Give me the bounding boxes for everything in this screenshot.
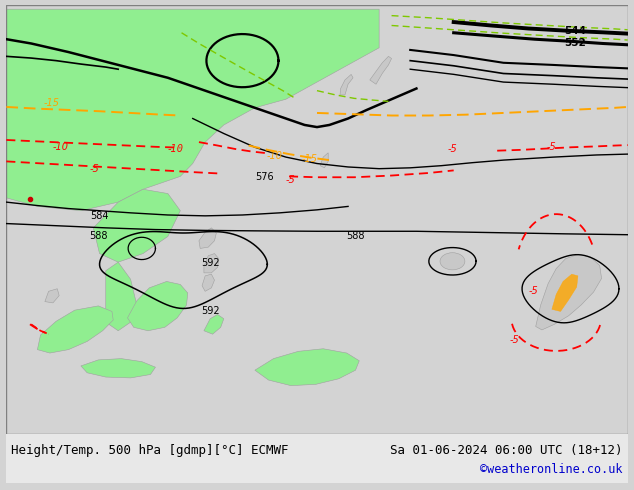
Text: 544: 544 <box>564 25 586 36</box>
Text: -5: -5 <box>547 142 557 152</box>
Polygon shape <box>552 274 578 312</box>
Bar <box>6 434 628 483</box>
Text: ©weatheronline.co.uk: ©weatheronline.co.uk <box>480 463 623 476</box>
Text: Sa 01-06-2024 06:00 UTC (18+12): Sa 01-06-2024 06:00 UTC (18+12) <box>390 444 623 457</box>
Polygon shape <box>6 9 379 211</box>
Polygon shape <box>370 56 392 84</box>
Text: 576: 576 <box>255 172 273 182</box>
Text: -10: -10 <box>267 151 283 161</box>
Polygon shape <box>204 254 219 273</box>
Text: -5: -5 <box>89 164 100 173</box>
Polygon shape <box>204 315 224 334</box>
Text: 588: 588 <box>346 231 365 241</box>
Polygon shape <box>106 262 137 331</box>
Circle shape <box>440 253 465 270</box>
Polygon shape <box>536 254 602 330</box>
Text: -15: -15 <box>302 154 318 164</box>
Text: -10: -10 <box>167 144 183 153</box>
Polygon shape <box>93 189 180 262</box>
Polygon shape <box>81 359 155 378</box>
Text: Height/Temp. 500 hPa [gdmp][°C] ECMWF: Height/Temp. 500 hPa [gdmp][°C] ECMWF <box>11 444 289 457</box>
Text: 588: 588 <box>89 231 108 242</box>
Text: 552: 552 <box>564 38 586 48</box>
Polygon shape <box>127 281 188 331</box>
Text: -5: -5 <box>510 335 519 345</box>
Polygon shape <box>37 306 113 353</box>
Text: -15: -15 <box>43 98 59 108</box>
Text: -5: -5 <box>286 175 296 185</box>
Polygon shape <box>202 274 214 291</box>
Polygon shape <box>199 228 216 248</box>
Polygon shape <box>340 74 353 95</box>
Text: 592: 592 <box>201 306 219 317</box>
Polygon shape <box>255 349 359 386</box>
Text: 584: 584 <box>90 211 109 221</box>
Text: -5: -5 <box>528 286 538 296</box>
Polygon shape <box>45 289 59 303</box>
Text: -10: -10 <box>53 142 69 152</box>
Text: -5: -5 <box>448 144 457 153</box>
Polygon shape <box>320 153 328 168</box>
Text: 592: 592 <box>201 258 219 268</box>
